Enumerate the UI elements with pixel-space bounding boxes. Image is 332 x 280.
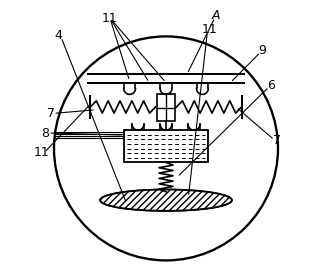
Text: 7: 7 (47, 107, 55, 120)
Text: 8: 8 (42, 127, 49, 139)
Text: 11: 11 (34, 146, 49, 159)
Text: 11: 11 (102, 12, 118, 25)
Text: A: A (212, 9, 221, 22)
Text: 4: 4 (54, 29, 62, 41)
Text: 9: 9 (259, 44, 267, 57)
Bar (157, 94, 175, 121)
Bar (124, 130, 208, 162)
Text: 6: 6 (267, 79, 275, 92)
Ellipse shape (100, 190, 232, 211)
Text: 7: 7 (273, 134, 281, 146)
Text: 11: 11 (202, 23, 217, 36)
